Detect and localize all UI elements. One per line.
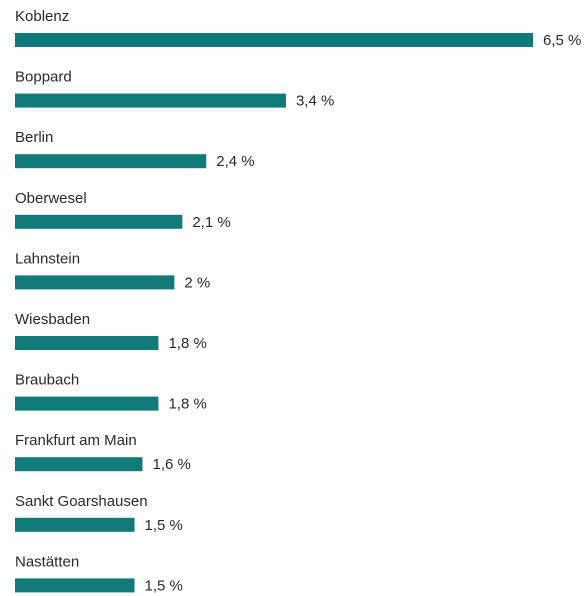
bar [15, 214, 183, 229]
value-label: 1,5 % [145, 517, 183, 534]
value-label: 1,6 % [153, 456, 191, 473]
value-label: 6,5 % [543, 32, 581, 49]
value-label: 1,5 % [145, 577, 183, 594]
value-label: 2 % [184, 274, 210, 291]
bar [15, 457, 143, 472]
category-label: Sankt Goarshausen [15, 493, 148, 510]
value-label: 1,8 % [168, 396, 206, 413]
category-label: Berlin [15, 129, 53, 146]
category-label: Koblenz [15, 8, 69, 25]
category-label: Nastätten [15, 553, 79, 570]
category-label: Lahnstein [15, 250, 80, 267]
value-label: 3,4 % [296, 93, 334, 110]
bar [15, 154, 207, 169]
category-label: Boppard [15, 69, 72, 86]
bar [15, 336, 159, 350]
value-label: 2,4 % [216, 153, 254, 170]
category-label: Braubach [15, 372, 79, 389]
category-label: Frankfurt am Main [15, 432, 137, 449]
bar [15, 517, 135, 532]
bar [15, 396, 159, 411]
bar [15, 93, 286, 108]
value-label: 1,8 % [168, 335, 206, 352]
category-label: Wiesbaden [15, 311, 90, 328]
bar [15, 275, 175, 290]
category-label: Oberwesel [15, 190, 87, 207]
bar [15, 578, 135, 593]
bar [15, 33, 533, 47]
value-label: 2,1 % [192, 214, 230, 231]
